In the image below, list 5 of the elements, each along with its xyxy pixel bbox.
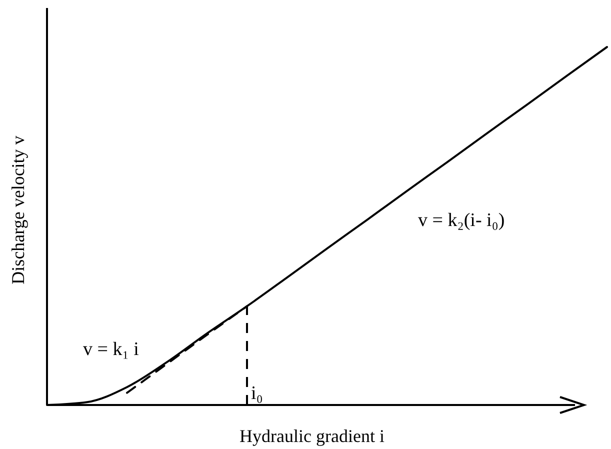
x-axis-title: Hydraulic gradient i [240, 426, 384, 446]
annotation: i₀ [251, 383, 263, 404]
annotation: v = k₁ i [83, 339, 139, 360]
y-axis-title: Discharge velocity v [8, 136, 28, 284]
annotation: v = k₂(i- i₀) [418, 210, 505, 231]
